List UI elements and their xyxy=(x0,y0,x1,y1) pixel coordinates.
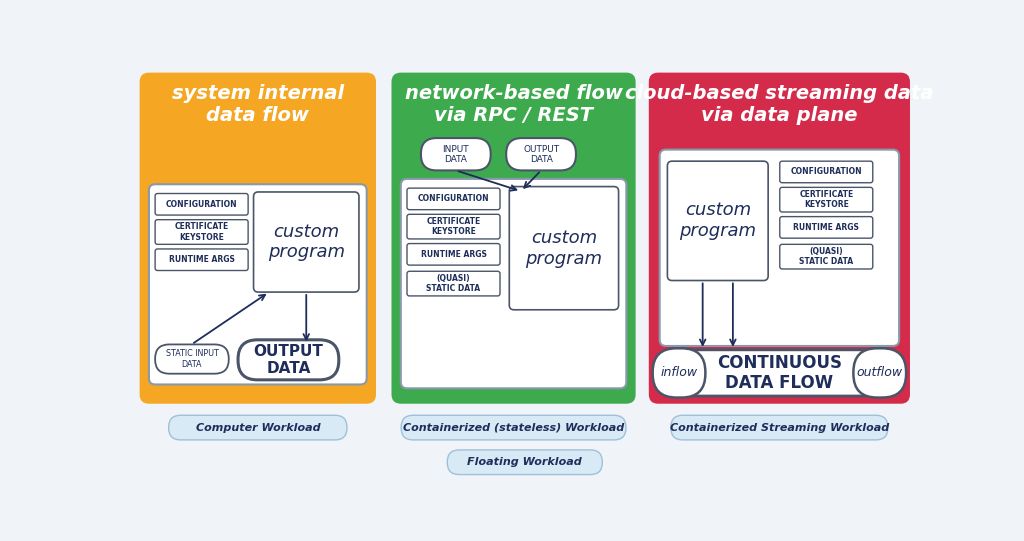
Text: outflow: outflow xyxy=(857,366,903,379)
Text: CERTIFICATE
KEYSTORE: CERTIFICATE KEYSTORE xyxy=(174,222,228,242)
FancyBboxPatch shape xyxy=(391,72,636,404)
Text: cloud-based streaming data
via data plane: cloud-based streaming data via data plan… xyxy=(625,84,934,126)
FancyBboxPatch shape xyxy=(779,187,872,212)
Text: RUNTIME ARGS: RUNTIME ARGS xyxy=(169,255,234,264)
FancyBboxPatch shape xyxy=(407,188,500,210)
FancyBboxPatch shape xyxy=(254,192,359,292)
FancyBboxPatch shape xyxy=(238,340,339,380)
FancyBboxPatch shape xyxy=(668,161,768,281)
Text: custom
program: custom program xyxy=(525,229,602,268)
Text: CONFIGURATION: CONFIGURATION xyxy=(791,168,862,176)
Text: OUTPUT
DATA: OUTPUT DATA xyxy=(254,344,324,376)
Text: (QUASI)
STATIC DATA: (QUASI) STATIC DATA xyxy=(426,274,480,293)
FancyBboxPatch shape xyxy=(401,415,626,440)
Text: CONFIGURATION: CONFIGURATION xyxy=(418,194,489,203)
FancyBboxPatch shape xyxy=(649,72,910,404)
Text: Computer Workload: Computer Workload xyxy=(196,423,321,433)
FancyBboxPatch shape xyxy=(652,348,706,398)
FancyBboxPatch shape xyxy=(155,194,248,215)
FancyBboxPatch shape xyxy=(155,249,248,270)
Text: OUTPUT
DATA: OUTPUT DATA xyxy=(523,144,559,164)
FancyBboxPatch shape xyxy=(169,415,347,440)
Text: CERTIFICATE
KEYSTORE: CERTIFICATE KEYSTORE xyxy=(426,217,480,236)
FancyBboxPatch shape xyxy=(506,138,575,170)
FancyBboxPatch shape xyxy=(139,72,376,404)
Text: Containerized (stateless) Workload: Containerized (stateless) Workload xyxy=(402,423,625,433)
Text: INPUT
DATA: INPUT DATA xyxy=(442,144,469,164)
Text: CONTINUOUS
DATA FLOW: CONTINUOUS DATA FLOW xyxy=(717,353,842,392)
Text: STATIC INPUT
DATA: STATIC INPUT DATA xyxy=(166,349,218,369)
FancyBboxPatch shape xyxy=(659,350,899,396)
FancyBboxPatch shape xyxy=(155,345,228,374)
Text: custom
program: custom program xyxy=(267,222,345,261)
FancyBboxPatch shape xyxy=(421,138,490,170)
Text: CERTIFICATE
KEYSTORE: CERTIFICATE KEYSTORE xyxy=(799,190,853,209)
FancyBboxPatch shape xyxy=(671,415,888,440)
FancyBboxPatch shape xyxy=(407,243,500,265)
FancyBboxPatch shape xyxy=(853,348,906,398)
FancyBboxPatch shape xyxy=(509,187,618,310)
Text: Floating Workload: Floating Workload xyxy=(467,457,583,467)
FancyBboxPatch shape xyxy=(779,245,872,269)
Text: system internal
data flow: system internal data flow xyxy=(172,84,344,126)
Text: network-based flow
via RPC / REST: network-based flow via RPC / REST xyxy=(404,84,623,126)
Text: custom
program: custom program xyxy=(679,201,757,240)
FancyBboxPatch shape xyxy=(407,214,500,239)
FancyBboxPatch shape xyxy=(779,216,872,238)
Text: Containerized Streaming Workload: Containerized Streaming Workload xyxy=(670,423,889,433)
FancyBboxPatch shape xyxy=(779,161,872,183)
FancyBboxPatch shape xyxy=(659,150,899,346)
FancyBboxPatch shape xyxy=(148,184,367,385)
FancyBboxPatch shape xyxy=(407,271,500,296)
FancyBboxPatch shape xyxy=(400,179,627,388)
Text: RUNTIME ARGS: RUNTIME ARGS xyxy=(794,223,859,232)
FancyBboxPatch shape xyxy=(447,450,602,474)
FancyBboxPatch shape xyxy=(155,220,248,245)
Text: CONFIGURATION: CONFIGURATION xyxy=(166,200,238,209)
Text: RUNTIME ARGS: RUNTIME ARGS xyxy=(421,250,486,259)
Text: inflow: inflow xyxy=(660,366,697,379)
Text: (QUASI)
STATIC DATA: (QUASI) STATIC DATA xyxy=(799,247,853,266)
